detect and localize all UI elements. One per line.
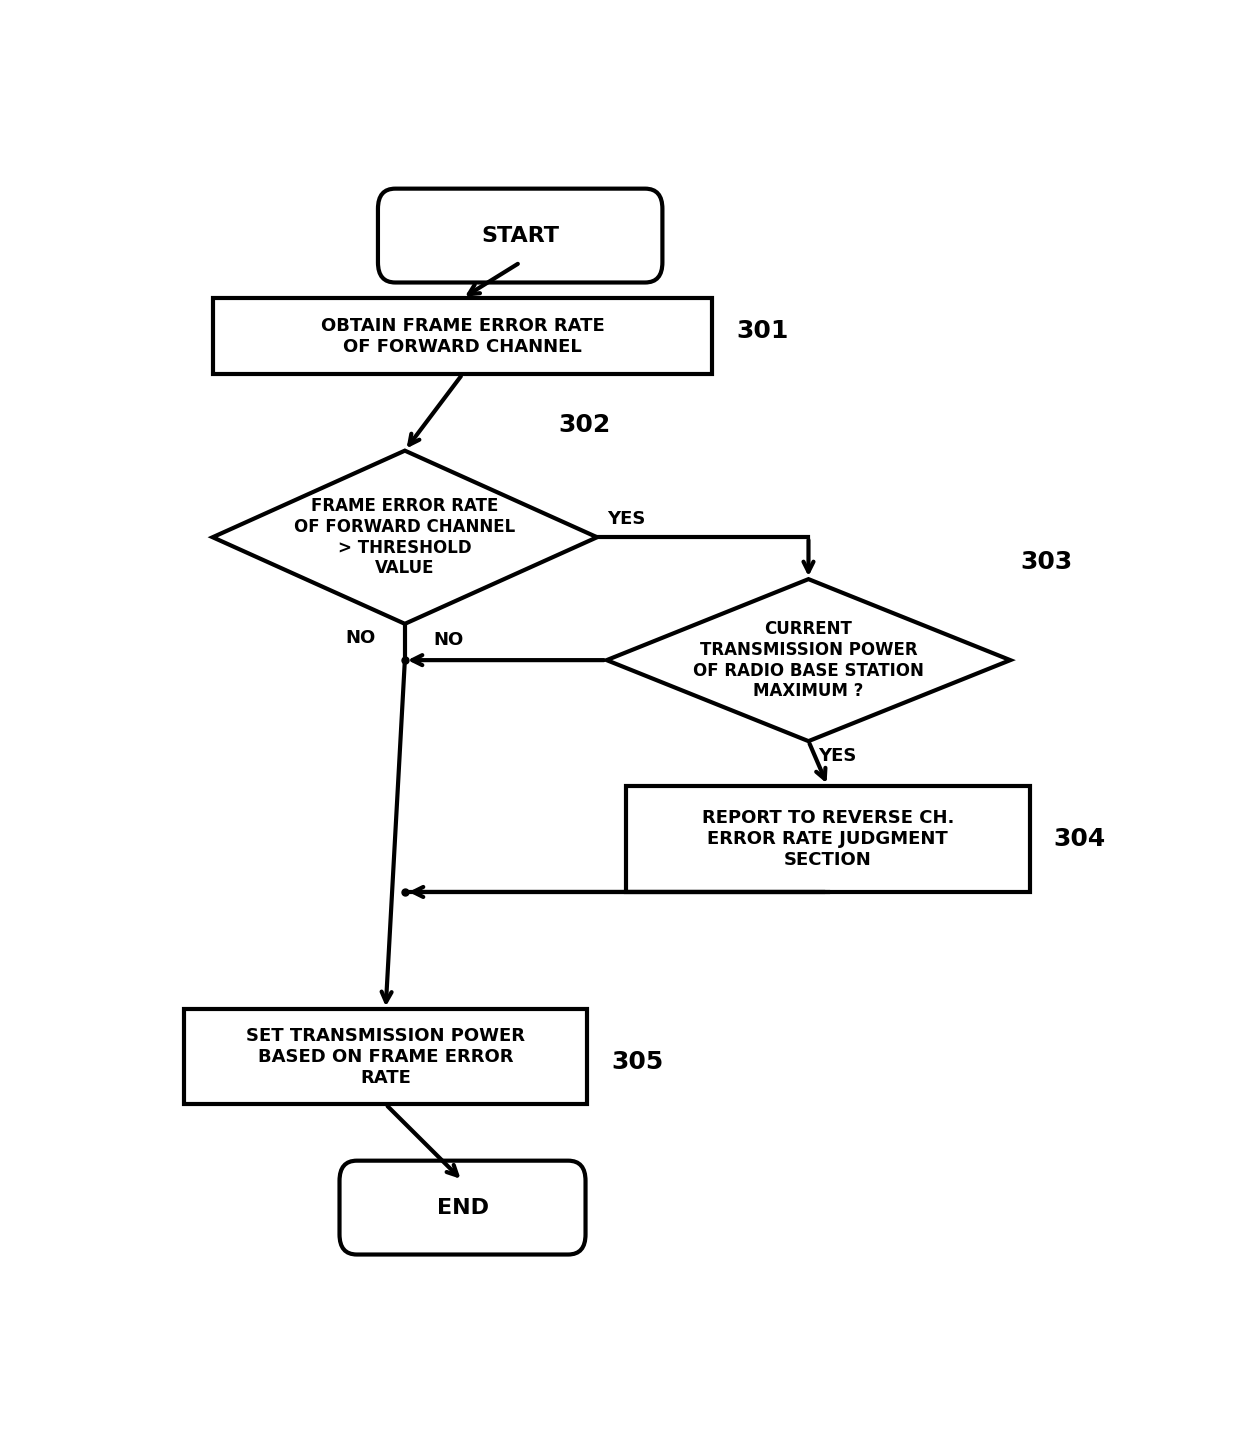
Text: YES: YES [818, 747, 857, 765]
Text: CURRENT
TRANSMISSION POWER
OF RADIO BASE STATION
MAXIMUM ?: CURRENT TRANSMISSION POWER OF RADIO BASE… [693, 620, 924, 701]
Text: NO: NO [434, 631, 464, 649]
Text: YES: YES [606, 511, 645, 528]
Text: 301: 301 [737, 319, 789, 342]
Text: REPORT TO REVERSE CH.
ERROR RATE JUDGMENT
SECTION: REPORT TO REVERSE CH. ERROR RATE JUDGMEN… [702, 810, 954, 869]
Text: START: START [481, 225, 559, 245]
Bar [184, 1010, 588, 1104]
FancyBboxPatch shape [378, 189, 662, 283]
Text: SET TRANSMISSION POWER
BASED ON FRAME ERROR
RATE: SET TRANSMISSION POWER BASED ON FRAME ER… [246, 1027, 526, 1087]
Polygon shape [606, 579, 1011, 741]
Text: OBTAIN FRAME ERROR RATE
OF FORWARD CHANNEL: OBTAIN FRAME ERROR RATE OF FORWARD CHANN… [321, 316, 604, 355]
Text: FRAME ERROR RATE
OF FORWARD CHANNEL
> THRESHOLD
VALUE: FRAME ERROR RATE OF FORWARD CHANNEL > TH… [294, 498, 516, 577]
Text: END: END [436, 1197, 489, 1217]
Text: 303: 303 [1019, 550, 1073, 573]
Bar [626, 786, 1029, 892]
Text: 302: 302 [559, 414, 611, 437]
Text: 305: 305 [611, 1051, 663, 1074]
FancyBboxPatch shape [340, 1161, 585, 1255]
Text: NO: NO [346, 630, 376, 647]
Text: 304: 304 [1054, 827, 1106, 850]
Bar [213, 297, 712, 374]
Polygon shape [213, 451, 596, 624]
